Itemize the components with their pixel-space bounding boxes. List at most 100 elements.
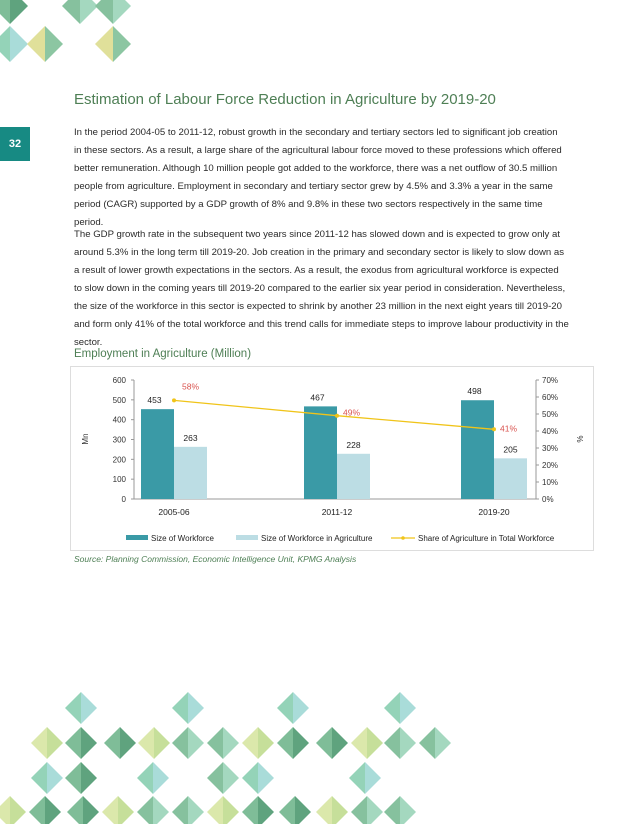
diamond-shape [419,727,451,759]
diamond-half [223,762,239,794]
diamond-half [120,727,136,759]
diamond-half [207,762,223,794]
legend-label: Size of Workforce [151,534,215,543]
diamond-shape [137,796,169,824]
diamond-half [153,762,169,794]
diamond-half [367,796,383,824]
diamond-half [351,727,367,759]
share-point [335,413,339,418]
diamond-half [172,796,188,824]
diamond-half [277,692,293,724]
diamond-shape [95,0,131,24]
diamond-half [435,727,451,759]
diamond-shape [384,796,416,824]
diamond-half [80,0,98,24]
diamond-half [293,692,309,724]
diamond-shape [207,762,239,794]
bar-value-label: 453 [147,395,161,405]
diamond-shape [172,796,204,824]
diamond-half [332,796,348,824]
y2-tick-label: 70% [542,376,558,385]
diamond-shape [31,727,63,759]
diamond-half [153,796,169,824]
legend-marker [401,536,405,540]
diamond-shape [351,796,383,824]
diamond-half [154,727,170,759]
diamond-half [62,0,80,24]
diamond-half [188,692,204,724]
diamond-half [365,762,381,794]
paragraph-line: In the period 2004-05 to 2011-12, robust… [74,127,558,138]
diamond-shape [138,727,170,759]
paragraph-line: a result of lower growth expectations in… [74,265,559,276]
diamond-half [400,692,416,724]
diamond-shape [242,762,274,794]
paragraph-2: The GDP growth rate in the subsequent tw… [74,226,569,352]
diamond-half [316,727,332,759]
diamond-shape [102,796,134,824]
paragraph-line: The GDP growth rate in the subsequent tw… [74,229,561,240]
y-tick-label: 600 [113,376,127,385]
paragraph-line: in these sectors. As a result, a large s… [74,145,562,156]
diamond-half [113,26,131,62]
diamond-shape [349,762,381,794]
diamond-half [295,796,311,824]
x-tick-label: 2019-20 [478,507,509,517]
y-tick-label: 0 [122,495,127,504]
diamond-half [188,727,204,759]
diamond-shape [104,727,136,759]
diamond-shape [207,727,239,759]
diamond-half [258,796,274,824]
bar-value-label: 263 [183,433,197,443]
employment-chart: 0 100 200 300 400 500 600 0% 10% 20% 30% 40% 50% 60% 7… [81,376,584,543]
diamond-half [384,692,400,724]
diamond-half [223,727,239,759]
diamond-half [188,796,204,824]
diamond-half [10,0,28,24]
diamond-half [279,796,295,824]
diamond-shape [137,762,169,794]
y2-tick-label: 60% [542,393,558,402]
y-tick-label: 400 [113,416,127,425]
share-value-label: 58% [182,381,199,391]
diamond-half [95,26,113,62]
diamond-shape [207,796,239,824]
share-point [492,427,496,432]
diamond-shape [351,727,383,759]
diamond-half [172,692,188,724]
diamond-shape [0,0,28,24]
diamond-half [384,796,400,824]
diamond-half [207,796,223,824]
diamond-half [242,727,258,759]
diamond-shape [65,692,97,724]
diamond-half [207,727,223,759]
paragraph-line: period. [74,217,104,228]
diamond-shape [65,762,97,794]
bar-workforce [141,409,174,499]
diamond-half [27,26,45,62]
paragraph-line: better remuneration. Although 10 million… [74,163,558,174]
diamond-half [113,0,131,24]
diamond-half [242,762,258,794]
source-note: Source: Planning Commission, Economic In… [74,554,357,564]
diamond-half [95,0,113,24]
paragraph-line: sector. [74,337,103,348]
diamond-half [104,727,120,759]
legend-swatch-agriculture [236,535,258,540]
diamond-shape [0,26,28,62]
diamond-half [47,762,63,794]
y-axis-label: Mn [81,433,90,444]
diamond-half [258,762,274,794]
diamond-half [81,762,97,794]
diamond-half [65,692,81,724]
legend-label: Size of Workforce in Agriculture [261,534,373,543]
bar-value-label: 228 [346,440,360,450]
chart-title: Employment in Agriculture (Million) [74,348,252,360]
diamond-shape [27,26,63,62]
y-tick-label: 100 [113,475,127,484]
diamond-half [351,796,367,824]
diamond-half [45,796,61,824]
diamond-half [258,727,274,759]
diamond-half [31,727,47,759]
y-tick-label: 300 [113,436,127,445]
